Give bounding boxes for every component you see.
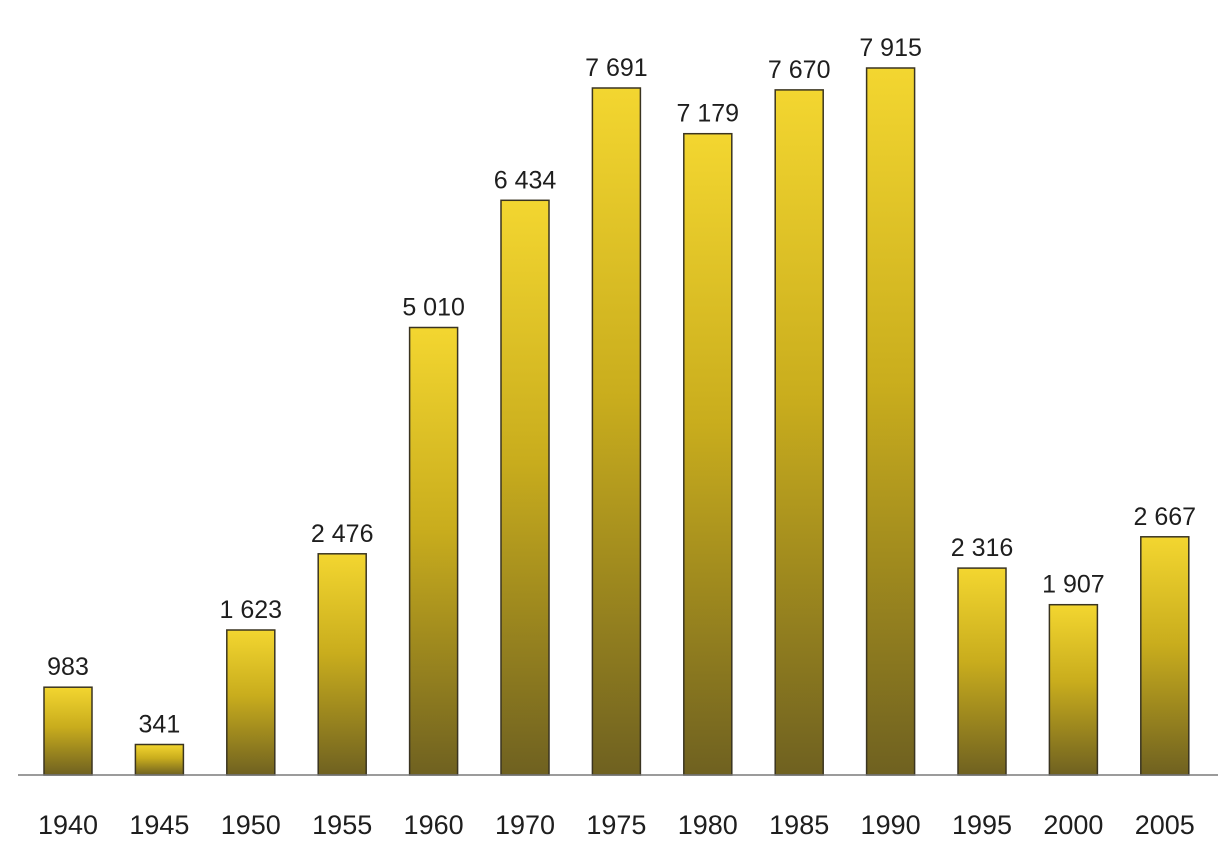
bar-2000 [1048,603,1099,776]
x-tick-label-1985: 1985 [769,810,829,840]
x-tick-label-1990: 1990 [861,810,921,840]
bar-1990 [865,67,916,776]
data-label-1985: 7 670 [768,56,831,84]
bar-2005 [1140,536,1190,776]
x-tick-label-1995: 1995 [952,810,1012,840]
data-label-1950: 1 623 [220,596,283,624]
x-tick-label-1960: 1960 [404,810,464,840]
data-label-1970: 6 434 [494,166,557,194]
data-label-1955: 2 476 [311,520,374,548]
x-tick-label-1980: 1980 [678,810,738,840]
data-label-1990: 7 915 [859,34,922,62]
data-label-1995: 2 316 [951,534,1014,562]
data-label-1975: 7 691 [585,54,648,82]
bar-1945 [134,743,185,776]
bar-1995 [957,567,1007,776]
x-tick-label-1970: 1970 [495,810,555,840]
x-tick-label-1940: 1940 [38,810,98,840]
bar-1975 [591,87,642,776]
x-tick-label-1945: 1945 [129,810,189,840]
bar-1970 [500,199,550,776]
x-tick-label-group: 1940 1945 1950 1955 1960 1970 1975 1980 1985 1990… [38,810,1195,840]
bar-1980 [683,132,733,776]
bar-1960 [408,326,459,776]
data-label-2000: 1 907 [1042,571,1105,599]
bar-1985 [774,89,824,776]
x-tick-label-2005: 2005 [1135,810,1195,840]
x-tick-label-1950: 1950 [221,810,281,840]
data-label-group: 983 341 1 623 2 476 5 010 6 434 7 691 7 179 7 67… [47,34,1196,739]
bar-1950 [226,629,276,776]
bar-1940 [43,686,93,776]
x-tick-label-1975: 1975 [586,810,646,840]
x-tick-label-1955: 1955 [312,810,372,840]
data-label-1980: 7 179 [677,100,740,128]
data-label-1945: 341 [139,711,181,739]
data-label-2005: 2 667 [1134,503,1197,531]
data-label-1940: 983 [47,653,89,681]
data-label-1960: 5 010 [402,294,465,322]
bar-1955 [317,553,367,776]
x-tick-label-2000: 2000 [1043,810,1103,840]
bar-group [43,67,1190,776]
